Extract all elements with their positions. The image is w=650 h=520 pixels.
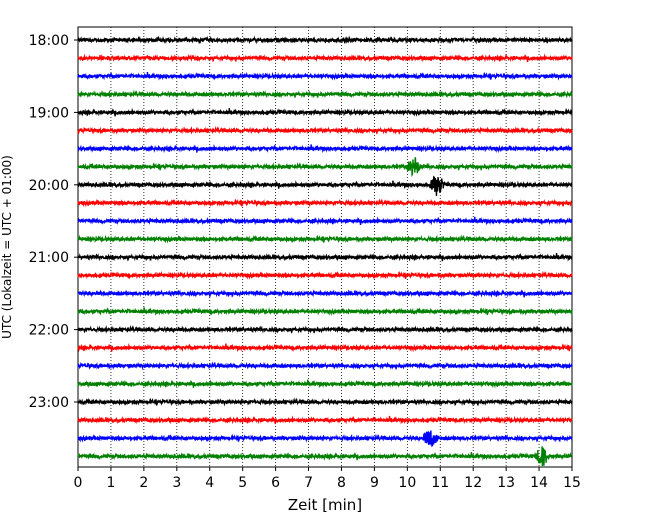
seismic-traces (77, 35, 573, 467)
x-tick-label-4: 4 (205, 475, 214, 491)
y-tick-label-2200: 22:00 (29, 323, 69, 339)
trace-2300 (77, 397, 573, 407)
trace-1915 (77, 125, 573, 135)
x-tick-label-0: 0 (74, 475, 83, 491)
trace-2100 (77, 252, 573, 262)
y-axis-label: UTC (Lokalzeit = UTC + 01:00) (0, 155, 14, 339)
plot-frame (77, 26, 573, 468)
trace-2000 (77, 175, 573, 196)
y-tick-label-2000: 20:00 (29, 178, 69, 194)
trace-1800 (77, 35, 573, 45)
x-tick-label-8: 8 (337, 475, 346, 491)
x-tick-label-10: 10 (398, 475, 416, 491)
y-tick-label-2300: 23:00 (29, 395, 69, 411)
trace-1845 (77, 89, 573, 99)
x-axis-ticks: 0 1 2 3 4 5 6 7 8 9 10 11 12 13 14 15 (74, 467, 581, 491)
x-tick-label-15: 15 (563, 475, 581, 491)
x-axis-label: Zeit [min] (288, 496, 362, 514)
trace-2045 (77, 234, 573, 244)
x-tick-label-3: 3 (172, 475, 181, 491)
x-tick-label-2: 2 (139, 475, 148, 491)
trace-2145 (77, 307, 573, 317)
x-tick-label-13: 13 (497, 475, 515, 491)
y-tick-label-1900: 19:00 (29, 105, 69, 121)
x-tick-label-11: 11 (431, 475, 449, 491)
x-tick-label-6: 6 (271, 475, 280, 491)
trace-2115 (77, 270, 573, 280)
trace-2230 (77, 361, 573, 371)
y-tick-label-2100: 21:00 (29, 250, 69, 266)
x-tick-label-5: 5 (238, 475, 247, 491)
x-tick-label-1: 1 (106, 475, 115, 491)
trace-2315 (77, 415, 573, 425)
trace-2345 (77, 446, 573, 467)
trace-2130 (77, 288, 573, 298)
trace-2245 (77, 379, 573, 389)
trace-1830 (77, 71, 573, 81)
trace-1900 (77, 107, 573, 117)
trace-1945 (77, 157, 573, 178)
x-tick-label-9: 9 (370, 475, 379, 491)
grid-lines (110, 27, 540, 467)
x-tick-label-12: 12 (464, 475, 482, 491)
y-axis-ticks: 18:00 19:00 20:00 21:00 22:00 23:00 (29, 33, 78, 411)
trace-2015 (77, 198, 573, 208)
y-tick-label-1800: 18:00 (29, 33, 69, 49)
trace-2200 (77, 325, 573, 334)
x-tick-label-14: 14 (530, 475, 548, 491)
trace-2030 (77, 216, 573, 226)
trace-1930 (77, 143, 573, 154)
trace-1815 (77, 53, 573, 63)
trace-2330 (77, 430, 573, 448)
trace-2215 (77, 343, 573, 353)
x-tick-label-7: 7 (304, 475, 313, 491)
